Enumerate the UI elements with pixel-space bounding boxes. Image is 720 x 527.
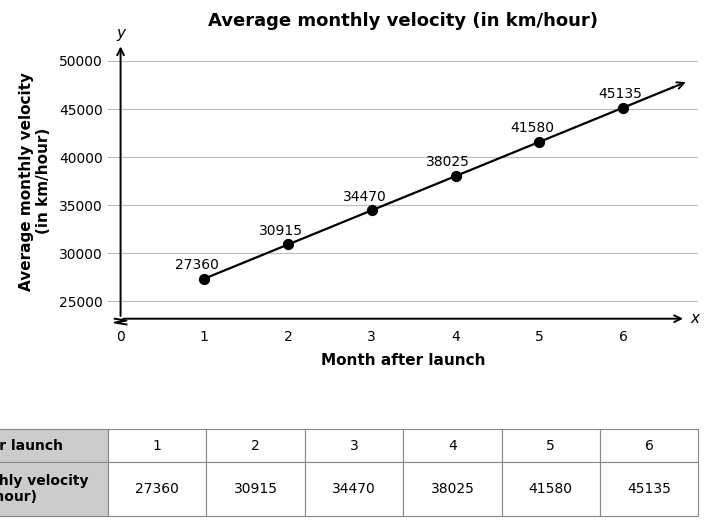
Text: 30915: 30915 [258, 224, 302, 238]
Text: 45135: 45135 [598, 87, 642, 101]
Point [617, 103, 629, 112]
X-axis label: Month after launch: Month after launch [321, 353, 485, 368]
Title: Average monthly velocity (in km/hour): Average monthly velocity (in km/hour) [208, 12, 598, 30]
Point [366, 206, 377, 214]
Point [282, 240, 294, 249]
Point [199, 275, 210, 283]
Text: 34470: 34470 [343, 190, 386, 203]
Point [534, 138, 545, 146]
Text: x: x [690, 311, 699, 326]
Text: 38025: 38025 [426, 155, 470, 169]
Text: y: y [116, 26, 125, 41]
Text: 41580: 41580 [510, 121, 554, 135]
Text: 27360: 27360 [175, 258, 219, 272]
Point [450, 172, 462, 180]
Y-axis label: Average monthly velocity
(in km/hour): Average monthly velocity (in km/hour) [19, 72, 51, 291]
